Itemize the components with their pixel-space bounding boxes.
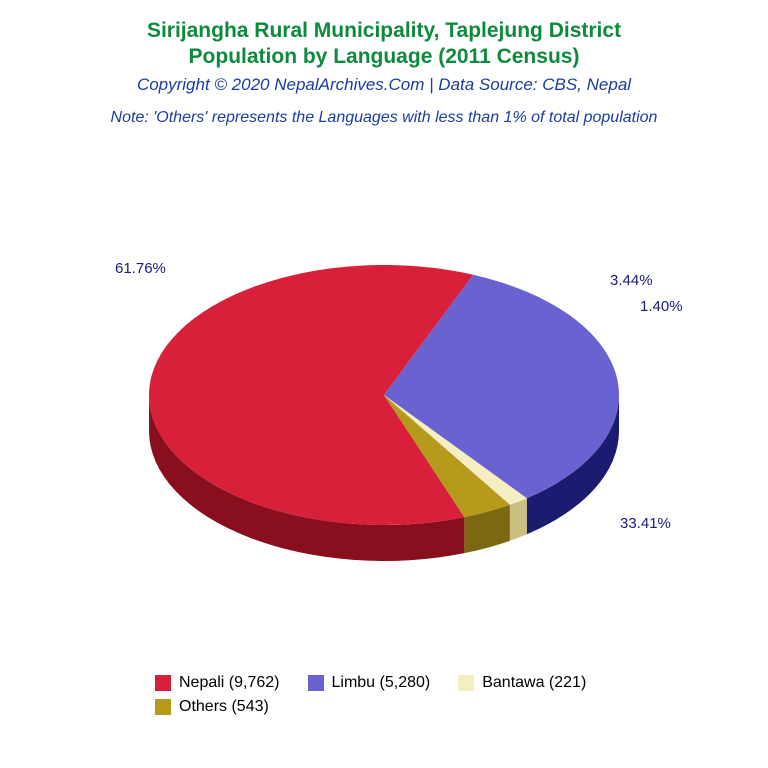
legend-swatch [155,699,171,715]
pct-label: 33.41% [620,515,671,532]
legend: Nepali (9,762) Limbu (5,280) Bantawa (221)… [0,674,768,716]
legend-label: Others (543) [179,698,269,716]
legend-item: Nepali (9,762) [155,674,280,692]
legend-item: Limbu (5,280) [308,674,431,692]
legend-item: Bantawa (221) [458,674,586,692]
legend-swatch [155,675,171,691]
chart-note: Note: 'Others' represents the Languages … [0,109,768,127]
legend-swatch [458,675,474,691]
legend-swatch [308,675,324,691]
chart-title-line2: Population by Language (2011 Census) [0,44,768,70]
pct-label: 3.44% [610,272,653,289]
legend-label: Nepali (9,762) [179,674,280,692]
pct-label: 61.76% [115,260,166,277]
legend-label: Bantawa (221) [482,674,586,692]
chart-subtitle: Copyright © 2020 NepalArchives.Com | Dat… [0,75,768,95]
pie-svg [0,180,768,610]
chart-title-line1: Sirijangha Rural Municipality, Taplejung… [0,18,768,44]
pct-label: 1.40% [640,298,683,315]
legend-item: Others (543) [155,698,269,716]
pie-chart: 61.76% 33.41% 1.40% 3.44% [0,180,768,610]
legend-label: Limbu (5,280) [332,674,431,692]
pie-side [510,498,527,541]
header: Sirijangha Rural Municipality, Taplejung… [0,0,768,127]
